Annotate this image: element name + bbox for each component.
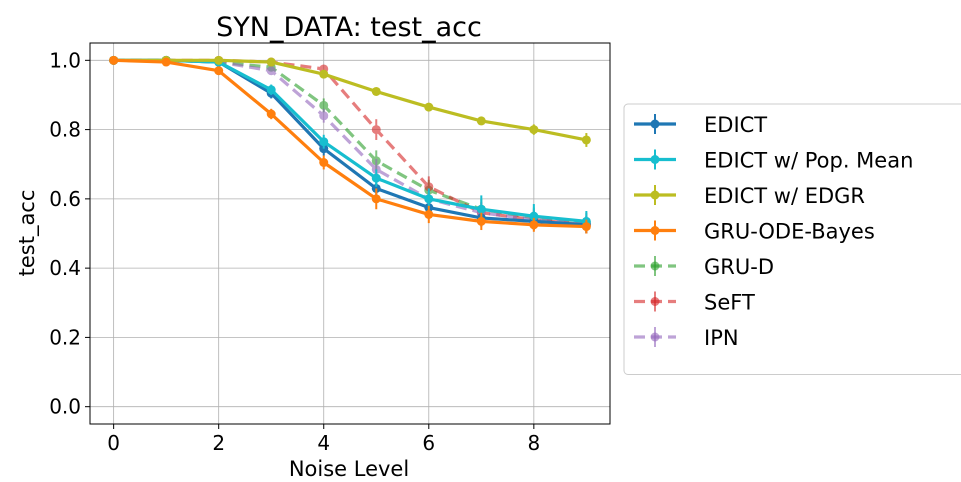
legend-marker [650, 119, 660, 129]
legend-label: EDICT w/ Pop. Mean [704, 149, 913, 173]
y-tick-label: 0.6 [49, 187, 81, 211]
legend-item: EDICT w/ EDGR [634, 184, 865, 208]
x-tick-label: 8 [527, 431, 540, 455]
legend-label: SeFT [704, 291, 755, 315]
legend-marker [650, 226, 660, 235]
legend: EDICT EDICT w/ Pop. Mean EDICT w/ EDGR GRU-… [623, 103, 961, 375]
x-tick-label: 2 [212, 431, 225, 455]
y-tick-label: 0.0 [49, 395, 81, 419]
data-point [266, 85, 276, 95]
data-point [529, 211, 539, 221]
data-point [476, 216, 486, 226]
y-tick-label: 0.8 [49, 118, 81, 142]
plot-frame [89, 42, 611, 425]
legend-label: IPN [704, 326, 739, 350]
legend-label: GRU-ODE-Bayes [704, 220, 875, 244]
legend-item: EDICT w/ Pop. Mean [634, 149, 913, 173]
data-point [319, 137, 329, 147]
y-tick-label: 0.2 [49, 325, 81, 349]
data-point [371, 86, 381, 96]
data-point [319, 157, 329, 167]
data-point [581, 135, 591, 145]
data-point [581, 222, 591, 232]
y-tick-label: 0.4 [49, 256, 81, 280]
data-point [529, 125, 539, 135]
data-point [476, 204, 486, 214]
series-line [113, 58, 587, 229]
data-point [161, 57, 171, 67]
series-gru-ode-bayes [109, 55, 591, 234]
data-point [371, 194, 381, 204]
legend-marker [650, 155, 660, 164]
y-tick-label: 1.0 [49, 48, 81, 72]
y-axis-label: test_acc [15, 190, 40, 277]
x-tick-label: 6 [422, 431, 435, 455]
data-point [424, 182, 434, 192]
data-point [529, 220, 539, 230]
legend-item: GRU-D [634, 255, 774, 279]
data-point [371, 125, 381, 135]
data-point [214, 66, 224, 76]
data-point [109, 55, 119, 65]
legend-item: GRU-ODE-Bayes [634, 220, 875, 244]
data-point [266, 57, 276, 67]
ticks: 0 2 4 6 8 0.0 0.2 0.4 0.6 0.8 1.0 [49, 48, 540, 455]
legend-item: EDICT [634, 113, 767, 137]
chart-title: SYN_DATA: test_acc [216, 12, 482, 43]
legend-marker [650, 332, 660, 342]
grid [90, 43, 610, 424]
legend-marker [650, 261, 660, 271]
legend-item: IPN [634, 326, 739, 350]
series-layer [109, 55, 591, 234]
legend-marker [650, 190, 660, 200]
legend-item: SeFT [634, 291, 755, 315]
data-point [424, 194, 434, 204]
x-axis-label: Noise Level [289, 457, 409, 481]
legend-marker [650, 297, 660, 306]
legend-label: EDICT w/ EDGR [704, 184, 865, 208]
data-point [424, 209, 434, 219]
data-point [319, 111, 329, 121]
legend-box [623, 103, 961, 375]
data-point [424, 102, 434, 112]
data-point [214, 55, 224, 65]
x-tick-label: 0 [107, 431, 120, 455]
x-tick-label: 4 [317, 431, 330, 455]
legend-label: GRU-D [704, 255, 774, 279]
data-point [266, 66, 276, 76]
data-point [319, 100, 329, 110]
data-point [319, 69, 329, 79]
series-line [113, 58, 587, 142]
data-point [476, 116, 486, 126]
data-point [266, 109, 276, 119]
legend-label: EDICT [704, 113, 767, 137]
data-point [371, 173, 381, 183]
